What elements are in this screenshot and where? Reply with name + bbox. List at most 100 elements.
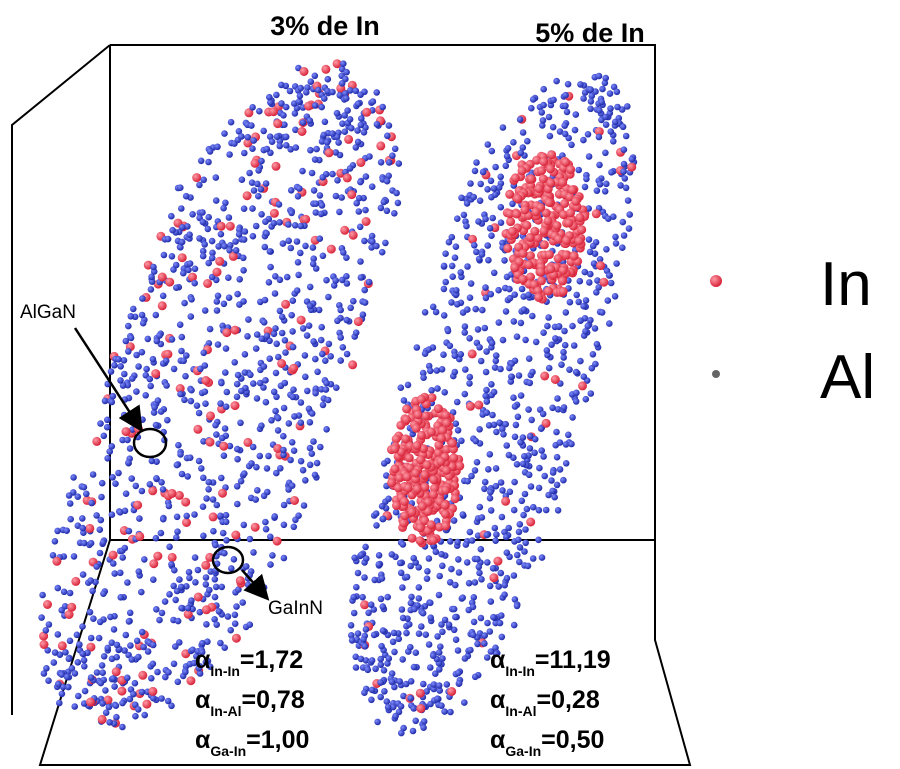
al-atom: [466, 528, 474, 536]
al-atom: [461, 323, 469, 330]
al-atom: [599, 85, 606, 93]
al-atom: [542, 506, 550, 514]
in-atom: [271, 161, 281, 171]
in-atom: [290, 496, 299, 505]
in-atom: [402, 404, 412, 414]
al-atom: [545, 314, 552, 321]
al-atom: [367, 601, 375, 608]
al-atom: [440, 312, 448, 319]
al-atom: [481, 478, 489, 486]
al-atom: [343, 254, 350, 261]
annotation-circle: [211, 545, 245, 575]
al-atom: [473, 159, 480, 166]
al-atom: [514, 413, 522, 421]
al-atom: [240, 254, 247, 262]
al-atom: [86, 608, 94, 616]
al-atom: [311, 72, 319, 80]
al-atom: [191, 265, 199, 273]
in-atom: [575, 213, 585, 223]
al-atom: [174, 617, 182, 625]
al-atom: [221, 425, 229, 432]
in-atom: [447, 687, 457, 696]
al-atom: [425, 641, 433, 648]
al-atom: [459, 511, 467, 518]
al-atom: [80, 700, 88, 707]
al-atom: [322, 386, 330, 393]
al-atom: [102, 687, 109, 694]
al-atom: [196, 608, 204, 616]
in-atom: [215, 256, 225, 266]
al-atom: [294, 259, 302, 266]
al-atom: [172, 643, 179, 650]
al-atom: [295, 271, 302, 279]
al-atom: [262, 180, 270, 187]
al-atom: [318, 103, 326, 111]
al-atom: [325, 293, 332, 301]
al-atom: [354, 138, 362, 146]
al-atom: [266, 93, 273, 101]
al-atom: [220, 452, 228, 460]
al-atom: [519, 129, 527, 136]
al-atom: [310, 255, 318, 262]
al-atom: [289, 297, 297, 305]
al-atom: [71, 670, 79, 677]
al-atom: [197, 157, 205, 165]
alpha-value: =0,50: [541, 726, 604, 754]
al-atom: [173, 513, 181, 521]
al-atom: [482, 392, 489, 400]
al-atom: [344, 107, 351, 114]
al-atom: [362, 206, 369, 214]
al-atom: [587, 270, 594, 278]
al-atom: [210, 527, 217, 535]
al-atom: [223, 537, 230, 544]
al-atom: [580, 136, 587, 144]
al-atom: [487, 488, 494, 496]
al-atom: [227, 242, 234, 249]
al-atom: [255, 167, 262, 174]
al-atom: [359, 311, 367, 319]
annotation-arrow: [73, 327, 143, 433]
in-atom: [493, 556, 503, 566]
al-atom: [80, 483, 88, 491]
al-atom: [262, 525, 270, 533]
al-atom: [324, 87, 331, 95]
al-atom: [463, 222, 470, 230]
al-atom: [563, 108, 571, 116]
in-atom: [561, 157, 571, 167]
al-atom: [492, 650, 500, 657]
al-atom: [490, 613, 497, 621]
in-atom: [272, 536, 282, 546]
in-atom: [297, 127, 307, 136]
al-atom: [97, 420, 104, 427]
al-atom: [191, 279, 198, 287]
al-atom: [127, 642, 134, 649]
al-atom: [313, 145, 320, 153]
in-atom: [510, 173, 520, 183]
al-atom: [273, 133, 281, 140]
in-atom: [426, 520, 436, 530]
al-atom: [108, 443, 116, 450]
al-atom: [297, 84, 305, 92]
al-atom: [501, 591, 508, 598]
al-atom: [335, 139, 342, 146]
al-atom: [333, 109, 341, 117]
al-atom: [396, 678, 404, 685]
al-atom: [473, 458, 481, 466]
al-atom: [109, 474, 116, 481]
al-atom: [58, 606, 65, 614]
al-atom: [231, 620, 239, 627]
al-atom: [206, 325, 214, 333]
al-atom: [287, 146, 295, 153]
al-atom: [332, 277, 340, 284]
al-atom: [427, 599, 434, 607]
al-atom: [162, 357, 170, 365]
alpha-label: αIn-In=1,72: [195, 646, 303, 679]
al-atom: [110, 560, 117, 567]
al-atom: [427, 614, 435, 621]
al-atom: [606, 90, 614, 97]
al-atom: [469, 603, 477, 611]
in-atom: [427, 393, 437, 403]
al-atom: [560, 354, 567, 361]
al-atom: [572, 111, 580, 118]
al-atom: [571, 126, 579, 134]
